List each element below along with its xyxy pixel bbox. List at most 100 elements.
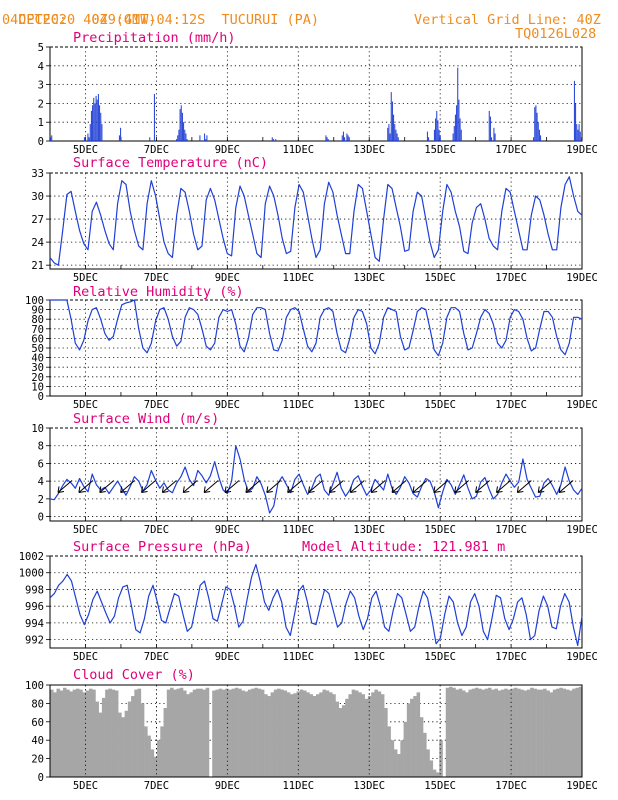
y-tick-label: 30 [31, 362, 44, 374]
wind-arrow [224, 480, 240, 493]
wind-arrow-shaft [141, 480, 156, 493]
cloud-bar [552, 689, 557, 777]
cloud-bar [176, 688, 181, 777]
precip-bar [206, 135, 208, 141]
precip-bar [391, 101, 393, 141]
y-tick-label: 1002 [19, 551, 44, 563]
x-tick-label: 9DEC [215, 651, 240, 663]
y-tick-label: 40 [31, 735, 44, 747]
cloud-bar [526, 689, 531, 777]
y-tick-label: 996 [25, 601, 44, 613]
precip-bar [452, 133, 454, 141]
wind-arrow-shaft [558, 480, 574, 493]
wind-arrow-head [454, 486, 461, 493]
precip-bar [87, 133, 89, 141]
wind-arrow-shaft [78, 480, 94, 493]
wind-arrow [120, 480, 135, 493]
precip-bar [177, 135, 179, 141]
cloud-bar [536, 689, 541, 777]
y-tick-label: 0 [38, 772, 44, 784]
cloud-bar [277, 688, 281, 777]
temp-line [49, 176, 583, 266]
cloud-bar [361, 694, 365, 777]
cloud-bar [134, 689, 138, 777]
cloud-bar [88, 688, 93, 777]
wind-arrow-shaft [496, 480, 511, 493]
precip-bar [387, 127, 389, 141]
cloud-bar [95, 701, 99, 777]
precip-bar [183, 122, 185, 141]
wind-arrow-shaft [475, 480, 490, 493]
y-tick-label: 6 [38, 458, 44, 470]
cloud-bar [163, 708, 168, 777]
precip-bar [118, 135, 120, 141]
cloud-bar [517, 688, 521, 777]
wind-arrow-shaft [454, 480, 470, 493]
cloud-bar [436, 772, 440, 777]
cloud-bar [569, 690, 573, 777]
cloud-bar [257, 688, 262, 777]
wind-arrow-head [161, 486, 169, 493]
wind-arrow [182, 480, 198, 493]
wind-arrow [370, 480, 386, 493]
precip-bar [489, 116, 491, 141]
plot-frame [49, 427, 583, 522]
wind-arrow-head [370, 486, 378, 493]
cloud-bar [316, 694, 320, 777]
cloud-bar [426, 749, 430, 777]
cloud-bar [543, 688, 547, 777]
x-tick-label: 13DEC [353, 524, 385, 536]
precip-bar [95, 95, 97, 141]
precip-bar [185, 133, 187, 141]
cloud-bar [202, 689, 207, 777]
wind-arrow-head [203, 486, 211, 493]
cloud-bar [348, 694, 352, 777]
x-tick-label: 11DEC [282, 780, 314, 792]
precip-bar [179, 109, 181, 141]
cloud-bar [170, 687, 174, 777]
y-tick-label: 33 [31, 168, 44, 180]
precip-bar [436, 110, 438, 141]
cloud-bar [114, 690, 119, 777]
cloud-bar [108, 688, 112, 777]
x-tick-label: 5DEC [73, 272, 98, 284]
precip-bar [88, 137, 90, 141]
x-tick-label: 13DEC [353, 780, 385, 792]
x-tick-label: 19DEC [566, 651, 598, 663]
wind-arrow [349, 480, 365, 493]
panel-temp: 5DEC 7DEC 9DEC 11DEC 13DEC 15DEC 17DEC 19DEC 21 2… [31, 155, 598, 284]
precip-bar [99, 105, 101, 141]
wind-arrow [141, 480, 156, 493]
precip-bar [178, 129, 180, 141]
y-tick-label: 8 [38, 441, 44, 453]
header-grid-note: Vertical Grid Line: 40Z [414, 12, 601, 28]
x-tick-label: 17DEC [495, 272, 527, 284]
x-tick-label: 5DEC [73, 780, 98, 792]
cloud-bar [69, 691, 74, 777]
cloud-bar [354, 690, 359, 777]
wind-arrow [57, 480, 73, 493]
wind-arrow-head [391, 486, 399, 493]
cloud-bar [332, 694, 336, 777]
cloud-bar [303, 690, 307, 777]
precip-bar [272, 139, 274, 141]
cloud-bar [306, 692, 310, 777]
precip-bar [459, 118, 461, 141]
cloud-bar [530, 687, 534, 777]
cloud-bar [144, 726, 148, 777]
precip-bar [120, 127, 122, 141]
cloud-bar [260, 689, 265, 777]
y-tick-label: 998 [25, 584, 44, 596]
chart-title: Relative Humidity (%) [73, 284, 244, 300]
wind-arrow-head [266, 486, 273, 493]
y-tick-label: 80 [31, 314, 44, 326]
precip-bar [180, 105, 182, 141]
precip-bar [186, 139, 188, 141]
x-tick-label: 5DEC [73, 144, 98, 156]
cloud-bar [280, 689, 284, 777]
cloud-bar [390, 740, 395, 777]
precip-bar [204, 133, 206, 141]
y-tick-label: 4 [38, 61, 44, 73]
cloud-bar [367, 696, 372, 777]
wind-arrow-shaft [224, 480, 240, 493]
